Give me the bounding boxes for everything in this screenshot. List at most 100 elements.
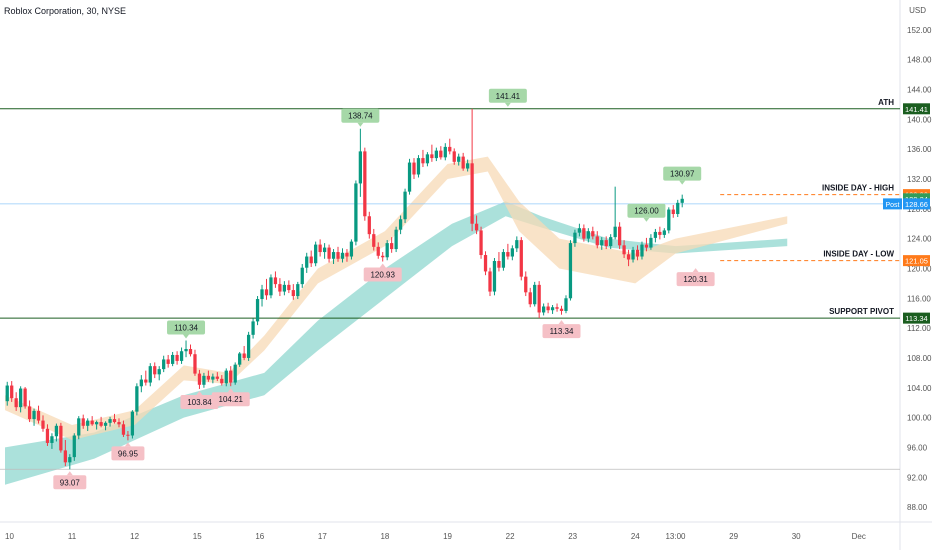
- candle-body[interactable]: [461, 156, 465, 169]
- candle-body[interactable]: [264, 289, 269, 296]
- candle-body[interactable]: [613, 226, 617, 238]
- candle-body[interactable]: [676, 202, 680, 215]
- candle-body[interactable]: [381, 255, 385, 258]
- candle-body[interactable]: [188, 348, 193, 355]
- candle-body[interactable]: [336, 252, 340, 259]
- candle-body[interactable]: [591, 231, 595, 237]
- candle-body[interactable]: [385, 243, 389, 258]
- candle-body[interactable]: [233, 364, 237, 383]
- candle-body[interactable]: [376, 246, 380, 256]
- candle-body[interactable]: [27, 406, 32, 420]
- candle-body[interactable]: [170, 354, 175, 364]
- candle-body[interactable]: [287, 284, 291, 291]
- candle-body[interactable]: [144, 379, 148, 383]
- candle-body[interactable]: [568, 243, 573, 299]
- candle-body[interactable]: [54, 425, 59, 437]
- candle-body[interactable]: [14, 398, 18, 408]
- candle-body[interactable]: [112, 419, 117, 423]
- candle-body[interactable]: [95, 422, 99, 425]
- candle-body[interactable]: [586, 231, 590, 239]
- candle-body[interactable]: [390, 243, 394, 250]
- candle-body[interactable]: [542, 306, 546, 313]
- candle-body[interactable]: [622, 245, 626, 255]
- candle-body[interactable]: [573, 232, 577, 244]
- candle-body[interactable]: [224, 370, 228, 384]
- candle-body[interactable]: [314, 244, 318, 264]
- candle-body[interactable]: [340, 252, 345, 259]
- candle-body[interactable]: [626, 254, 631, 260]
- candle-body[interactable]: [398, 219, 403, 230]
- candle-body[interactable]: [175, 354, 179, 361]
- candle-body[interactable]: [519, 240, 523, 277]
- candle-body[interactable]: [452, 151, 456, 162]
- candle-body[interactable]: [99, 422, 103, 426]
- candle-body[interactable]: [358, 151, 362, 184]
- candle-body[interactable]: [425, 154, 430, 164]
- candle-body[interactable]: [680, 198, 684, 203]
- candle-body[interactable]: [653, 231, 658, 238]
- candle-body[interactable]: [474, 223, 479, 231]
- candle-body[interactable]: [367, 216, 371, 235]
- candle-body[interactable]: [506, 252, 510, 257]
- candle-body[interactable]: [10, 385, 14, 399]
- candle-body[interactable]: [197, 373, 202, 385]
- candle-body[interactable]: [41, 420, 45, 429]
- candle-body[interactable]: [318, 244, 322, 253]
- candle-body[interactable]: [524, 276, 528, 293]
- candle-body[interactable]: [322, 247, 327, 253]
- candle-body[interactable]: [372, 234, 376, 247]
- candle-body[interactable]: [179, 351, 184, 361]
- candle-body[interactable]: [546, 306, 550, 311]
- candle-body[interactable]: [515, 240, 519, 249]
- candle-body[interactable]: [148, 366, 152, 383]
- candle-body[interactable]: [448, 146, 452, 152]
- candle-body[interactable]: [278, 284, 282, 292]
- candle-body[interactable]: [90, 420, 94, 425]
- candle-body[interactable]: [407, 162, 412, 192]
- candle-body[interactable]: [251, 321, 255, 335]
- candle-body[interactable]: [273, 277, 278, 285]
- candle-body[interactable]: [193, 354, 197, 374]
- candle-body[interactable]: [36, 410, 41, 421]
- candle-body[interactable]: [349, 241, 354, 257]
- candle-body[interactable]: [483, 255, 488, 272]
- candle-body[interactable]: [617, 226, 622, 246]
- candle-body[interactable]: [184, 348, 188, 352]
- candle-body[interactable]: [354, 183, 358, 242]
- candle-body[interactable]: [466, 163, 470, 169]
- candle-body[interactable]: [23, 388, 27, 407]
- candle-body[interactable]: [215, 376, 219, 379]
- candle-body[interactable]: [166, 359, 170, 364]
- candle-body[interactable]: [492, 261, 497, 292]
- candle-body[interactable]: [162, 359, 166, 370]
- candle-body[interactable]: [434, 150, 438, 159]
- candle-body[interactable]: [291, 290, 295, 297]
- candle-body[interactable]: [206, 375, 211, 380]
- candle-body[interactable]: [331, 252, 336, 259]
- candle-body[interactable]: [220, 378, 224, 384]
- candle-body[interactable]: [260, 289, 264, 300]
- candle-body[interactable]: [577, 228, 582, 233]
- candle-body[interactable]: [609, 237, 613, 247]
- candle-body[interactable]: [528, 292, 532, 305]
- candle-body[interactable]: [32, 410, 36, 420]
- candle-body[interactable]: [644, 244, 649, 248]
- candle-body[interactable]: [108, 419, 112, 423]
- candle-body[interactable]: [595, 236, 599, 246]
- candle-body[interactable]: [126, 434, 130, 436]
- candle-body[interactable]: [130, 411, 135, 436]
- candle-body[interactable]: [238, 353, 242, 365]
- candle-body[interactable]: [246, 334, 251, 358]
- candle-body[interactable]: [68, 457, 72, 463]
- candle-body[interactable]: [103, 422, 108, 426]
- candle-body[interactable]: [121, 424, 126, 435]
- candle-body[interactable]: [211, 376, 215, 380]
- candle-body[interactable]: [412, 162, 416, 175]
- candle-body[interactable]: [269, 277, 273, 296]
- candle-body[interactable]: [421, 158, 425, 164]
- candle-body[interactable]: [604, 240, 608, 247]
- candle-body[interactable]: [649, 237, 653, 248]
- candle-body[interactable]: [117, 422, 121, 425]
- candle-body[interactable]: [667, 209, 671, 231]
- candle-body[interactable]: [77, 418, 81, 436]
